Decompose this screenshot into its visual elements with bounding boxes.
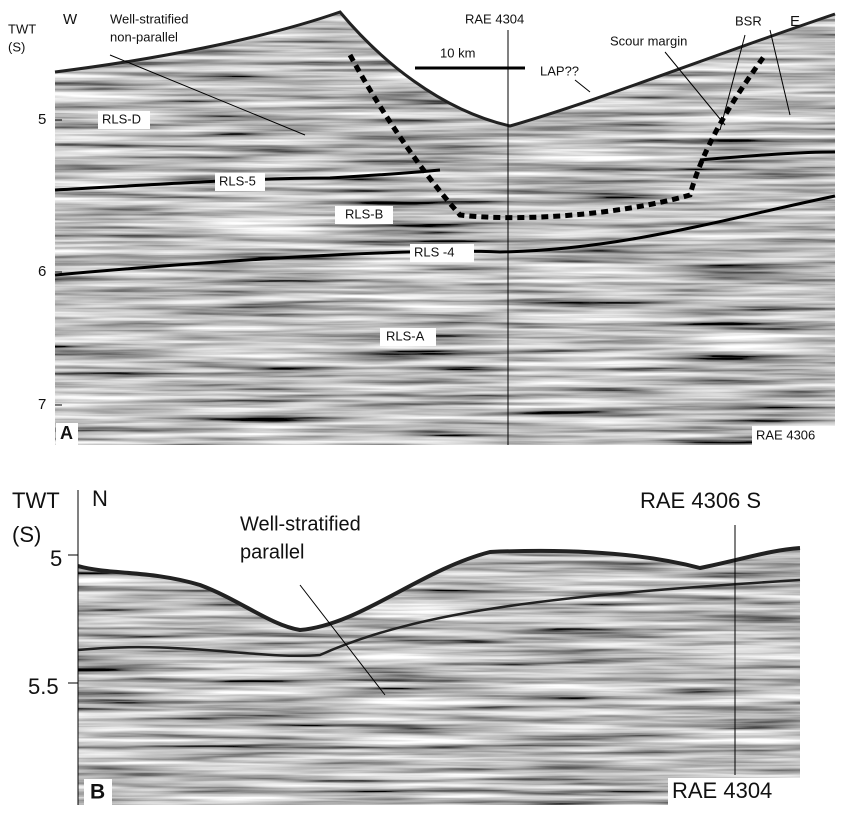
panel-label: B	[90, 781, 105, 804]
direction-label: E	[790, 13, 800, 30]
facies-label: non-parallel	[110, 29, 178, 44]
unit-label: RLS-A	[386, 328, 425, 343]
seismic-section-a	[54, 10, 836, 445]
facies-label: Well-stratified	[240, 513, 361, 535]
seismic-section-b	[68, 490, 801, 805]
well-label: RAE 4306 S	[640, 488, 761, 513]
axis-title: TWT	[12, 488, 60, 513]
unit-label: RLS-D	[102, 111, 141, 126]
facies-label: Well-stratified	[110, 11, 189, 26]
direction-label: W	[63, 11, 78, 28]
facies-label: parallel	[240, 541, 304, 563]
annotation: Scour margin	[610, 33, 687, 48]
unit-label: RLS-5	[219, 173, 256, 188]
tie-label: RAE 4306	[756, 427, 815, 442]
unit-label: RLS-B	[345, 206, 383, 221]
axis-unit: (S)	[8, 39, 25, 54]
panel-label: A	[60, 423, 73, 443]
tick-label: 7	[38, 396, 46, 413]
axis-unit: (S)	[12, 522, 41, 547]
scale-bar-label: 10 km	[440, 45, 475, 60]
axis-title: TWT	[8, 21, 36, 36]
well-label: RAE 4304	[465, 11, 524, 26]
tick-label: 5.5	[28, 674, 59, 699]
unit-label: RLS -4	[414, 244, 454, 259]
tick-label: 6	[38, 263, 46, 280]
annotation: BSR	[735, 13, 762, 28]
tick-label: 5	[38, 111, 46, 128]
direction-label: N	[92, 486, 108, 511]
tie-label: RAE 4304	[672, 778, 772, 803]
tick-label: 5	[50, 546, 62, 571]
annotation: LAP??	[540, 63, 579, 78]
